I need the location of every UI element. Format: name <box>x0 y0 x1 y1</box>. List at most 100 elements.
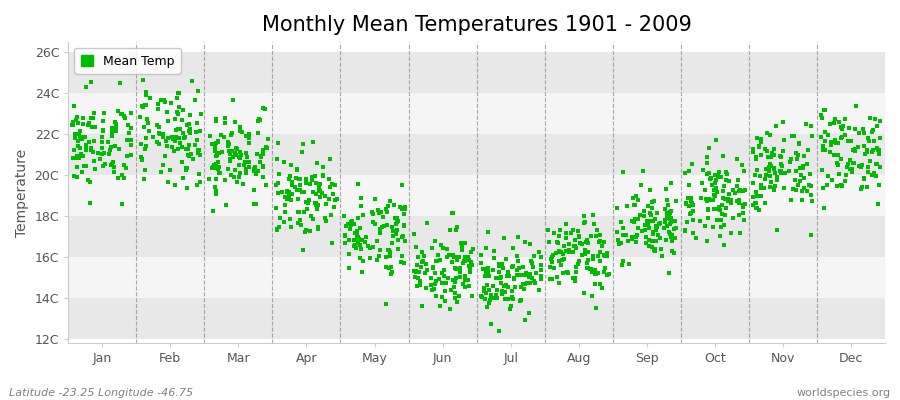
Point <box>353 255 367 261</box>
Point <box>576 220 590 226</box>
Point <box>461 254 475 261</box>
Point <box>865 172 879 178</box>
Point <box>749 200 763 206</box>
Point <box>507 276 521 282</box>
Point <box>562 247 576 254</box>
Point <box>693 218 707 225</box>
Point <box>712 174 726 180</box>
Point <box>249 171 264 178</box>
Point <box>703 175 717 182</box>
Point <box>590 270 605 276</box>
Point <box>660 196 674 203</box>
Point <box>750 193 764 199</box>
Point <box>865 149 879 155</box>
Point <box>76 120 90 127</box>
Point <box>786 186 800 193</box>
Point <box>482 273 496 280</box>
Point <box>699 238 714 244</box>
Point <box>66 154 80 161</box>
Bar <box>68 216 885 257</box>
Point <box>304 213 319 220</box>
Point <box>78 146 93 152</box>
Point <box>482 300 497 306</box>
Point <box>171 146 185 152</box>
Point <box>208 184 222 190</box>
Bar <box>68 93 885 134</box>
Point <box>290 166 304 173</box>
Point <box>566 227 580 233</box>
Point <box>866 146 880 153</box>
Point <box>630 216 644 222</box>
Point <box>523 271 537 278</box>
Point <box>601 271 616 277</box>
Point <box>257 106 272 112</box>
Point <box>270 226 284 232</box>
Point <box>271 140 285 146</box>
Point <box>860 147 874 153</box>
Point <box>105 132 120 139</box>
Point <box>230 145 244 152</box>
Point <box>494 273 508 280</box>
Point <box>411 254 426 260</box>
Point <box>350 233 365 239</box>
Point <box>175 117 189 123</box>
Point <box>171 126 185 133</box>
Point <box>428 281 442 287</box>
Point <box>133 141 148 147</box>
Point <box>662 211 676 217</box>
Point <box>511 258 526 264</box>
Point <box>79 84 94 90</box>
Point <box>249 150 264 157</box>
Point <box>595 285 609 292</box>
Point <box>466 246 481 252</box>
Point <box>621 238 635 244</box>
Point <box>373 230 387 236</box>
Point <box>312 181 327 187</box>
Point <box>346 237 361 243</box>
Point <box>168 134 183 140</box>
Point <box>294 148 309 155</box>
Point <box>730 198 744 204</box>
Point <box>552 248 566 254</box>
Point <box>372 252 386 259</box>
Point <box>433 257 447 263</box>
Point <box>802 182 816 188</box>
Point <box>104 125 119 131</box>
Point <box>701 207 716 214</box>
Point <box>160 118 175 125</box>
Point <box>730 182 744 189</box>
Point <box>299 199 313 206</box>
Point <box>290 166 304 172</box>
Point <box>279 196 293 202</box>
Point <box>752 144 766 150</box>
Point <box>757 185 771 191</box>
Point <box>242 140 256 146</box>
Point <box>770 227 784 234</box>
Point <box>433 303 447 309</box>
Point <box>425 287 439 293</box>
Point <box>319 201 333 207</box>
Point <box>456 281 471 287</box>
Point <box>180 122 194 128</box>
Point <box>619 203 634 209</box>
Point <box>137 124 151 130</box>
Point <box>254 153 268 160</box>
Point <box>261 136 275 142</box>
Point <box>504 295 518 302</box>
Point <box>418 285 433 291</box>
Point <box>444 287 458 294</box>
Point <box>429 278 444 285</box>
Point <box>855 184 869 190</box>
Point <box>721 196 735 202</box>
Point <box>783 159 797 165</box>
Point <box>821 172 835 179</box>
Point <box>577 290 591 296</box>
Point <box>534 254 548 260</box>
Point <box>393 204 408 210</box>
Point <box>856 143 870 150</box>
Point <box>395 234 410 240</box>
Point <box>81 177 95 183</box>
Point <box>341 250 356 257</box>
Point <box>640 222 654 228</box>
Point <box>416 258 430 264</box>
